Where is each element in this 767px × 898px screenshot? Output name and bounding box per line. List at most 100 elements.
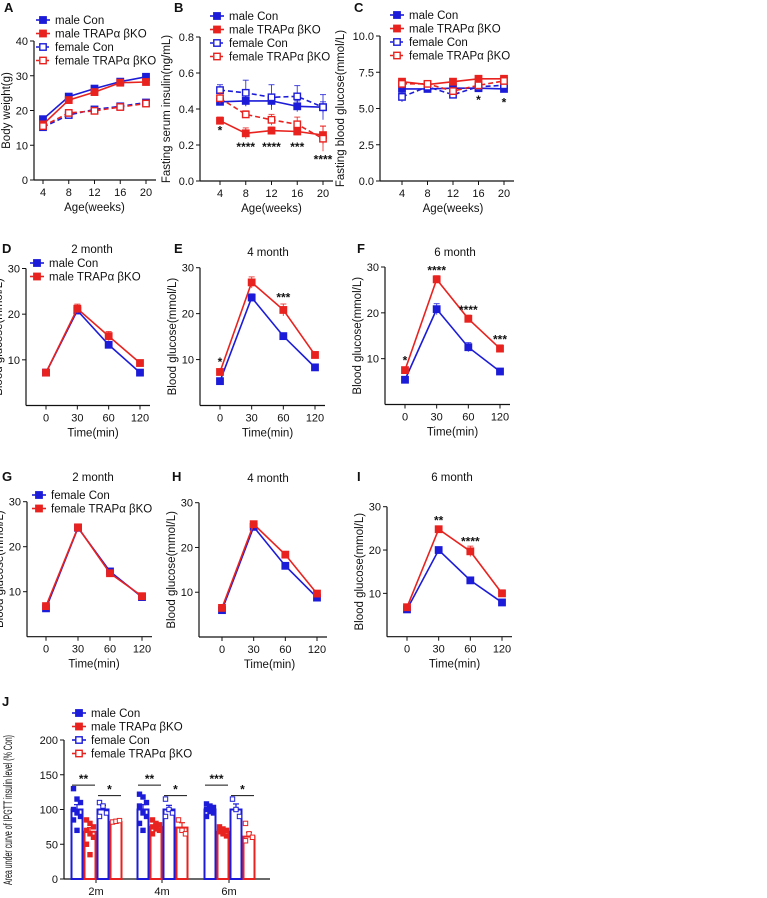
x-tick-label: 120	[491, 412, 509, 424]
y-tick-label: 0.2	[179, 140, 194, 152]
x-tick-label: 120	[131, 413, 149, 425]
series-female-trap-ko	[216, 92, 327, 152]
legend-label: male Con	[409, 10, 458, 22]
x-tick-label: 0	[404, 644, 410, 656]
y-tick-label: 20	[369, 545, 381, 557]
legend-marker	[39, 43, 47, 51]
legend-item	[30, 272, 44, 281]
legend-marker	[33, 259, 41, 267]
data-point	[500, 77, 508, 85]
series-female-trap-ko	[109, 817, 256, 881]
panel-label: B	[174, 0, 183, 15]
data-point	[233, 806, 239, 813]
legend-label: male Con	[229, 11, 278, 23]
legend-label: male TRAPα βKO	[91, 722, 183, 734]
series-line	[45, 526, 143, 609]
data-point	[216, 116, 224, 125]
series-line	[401, 84, 505, 98]
y-tick-label: 10	[181, 587, 193, 599]
data-point	[449, 87, 457, 96]
y-tick-label: 20	[181, 542, 193, 554]
data-point	[74, 796, 80, 802]
data-point	[74, 827, 80, 834]
data-point	[83, 841, 90, 847]
legend-label: male TRAPα βKO	[49, 272, 141, 284]
series-line	[221, 522, 318, 609]
panel-label: C	[354, 0, 364, 15]
data-point	[246, 831, 252, 837]
data-point	[106, 569, 114, 578]
x-tick-label: 12	[265, 188, 277, 200]
data-point	[140, 794, 146, 800]
data-point	[241, 88, 250, 97]
y-axis-label: Fasting serum insulin(ng/mL)	[161, 35, 173, 183]
data-point	[83, 817, 90, 823]
significance-marker: *	[240, 783, 245, 797]
x-tick-label: 60	[462, 412, 474, 424]
legend-label: female TRAPα βKO	[91, 749, 192, 761]
significance-marker: *	[173, 783, 178, 797]
y-tick-label: 30	[16, 71, 28, 83]
legend-item	[72, 736, 86, 744]
y-tick-label: 7.5	[359, 67, 374, 79]
data-point	[90, 824, 97, 830]
series-male-trap-ko	[39, 78, 150, 129]
x-tick-label: 20	[498, 188, 510, 200]
y-tick-label: 10	[8, 355, 20, 367]
y-tick-label: 10	[369, 588, 381, 600]
data-point	[313, 589, 321, 598]
data-point	[143, 813, 150, 820]
data-point	[498, 598, 506, 607]
series-line	[219, 281, 316, 373]
series-female-trap-ko	[403, 525, 506, 612]
y-tick-label: 10.0	[353, 31, 374, 43]
data-point	[236, 813, 243, 820]
y-axis-label: Blood glucose(mmol/L)	[167, 278, 179, 396]
series-line	[45, 307, 141, 373]
legend-label: male Con	[49, 258, 98, 270]
bar	[216, 830, 230, 880]
data-point	[216, 368, 224, 376]
data-point	[42, 368, 50, 377]
panel-label: F	[357, 241, 365, 256]
y-tick-label: 0	[52, 874, 58, 886]
y-tick-label: 0	[22, 175, 28, 187]
data-point	[136, 803, 143, 809]
y-tick-label: 10	[182, 355, 194, 367]
y-axis-label: Blood glucose(mmol/L)	[166, 511, 178, 629]
data-point	[423, 79, 432, 88]
series-male-con	[401, 303, 504, 384]
x-tick-label: 120	[308, 644, 326, 656]
legend-item	[36, 29, 50, 38]
significance-marker: ****	[314, 152, 333, 166]
data-point	[279, 306, 288, 314]
data-point	[104, 332, 113, 340]
data-point	[169, 810, 176, 816]
data-point	[247, 293, 256, 302]
data-point	[90, 834, 97, 840]
series-female-trap-ko	[218, 520, 321, 612]
x-tick-label: 0	[217, 413, 223, 425]
x-tick-label: 30	[246, 413, 258, 425]
chart-e	[196, 267, 325, 410]
significance-marker: ****	[236, 140, 255, 154]
data-point	[216, 94, 224, 103]
data-point	[319, 103, 327, 112]
series-male-trap-ko	[42, 303, 144, 377]
x-tick-label: 16	[291, 188, 303, 200]
x-tick-label: 60	[464, 644, 476, 656]
legend-marker	[35, 504, 43, 513]
chart-title: 6 month	[431, 472, 473, 484]
legend-marker	[39, 56, 47, 65]
x-tick-label: 30	[71, 413, 83, 425]
y-tick-label: 30	[182, 263, 194, 275]
significance-marker: ***	[493, 332, 507, 346]
legend-marker	[39, 29, 47, 38]
x-tick-label: 60	[279, 644, 291, 656]
x-tick-label: 4	[40, 187, 46, 199]
data-point	[434, 525, 443, 534]
data-point	[241, 129, 250, 138]
data-point	[149, 831, 156, 837]
data-point	[432, 275, 441, 284]
